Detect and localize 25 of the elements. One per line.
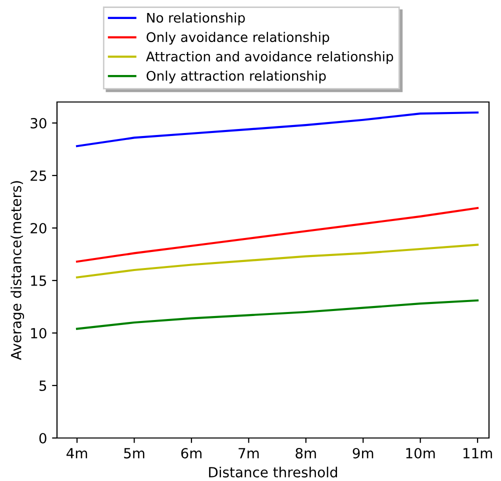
x-axis-title: Distance threshold [209, 466, 338, 478]
x-tick-label: 4m [66, 448, 88, 458]
y-tick-label: 20 [30, 222, 46, 234]
y-tick-label: 25 [30, 170, 46, 181]
line-series [76, 299, 479, 330]
x-tick-label: 8m [296, 448, 316, 458]
legend-label: Only avoidance relationship [146, 32, 330, 45]
legend-label: Only attraction relationship [146, 70, 326, 84]
line-series [76, 207, 479, 263]
y-tick-label: 30 [30, 118, 46, 128]
y-tick-label: 5 [40, 380, 46, 391]
x-tick-label: 7m [238, 448, 259, 458]
x-tick-label: 9m [352, 448, 374, 458]
x-tick-label: 5m [124, 448, 144, 458]
line-series [76, 244, 479, 278]
x-tick-label: 11m [463, 448, 492, 458]
legend-label: Attraction and avoidance relationship [146, 51, 394, 64]
y-tick-label: 15 [31, 276, 46, 286]
x-tick-label: 10m [406, 448, 435, 458]
x-tick-label: 6m [181, 448, 202, 458]
y-tick-label: 0 [39, 432, 46, 444]
legend-label: No relationship [147, 12, 245, 26]
y-tick-label: 10 [31, 328, 46, 338]
y-axis-title: Average distance(meters) [10, 181, 24, 360]
line-series [76, 111, 479, 148]
